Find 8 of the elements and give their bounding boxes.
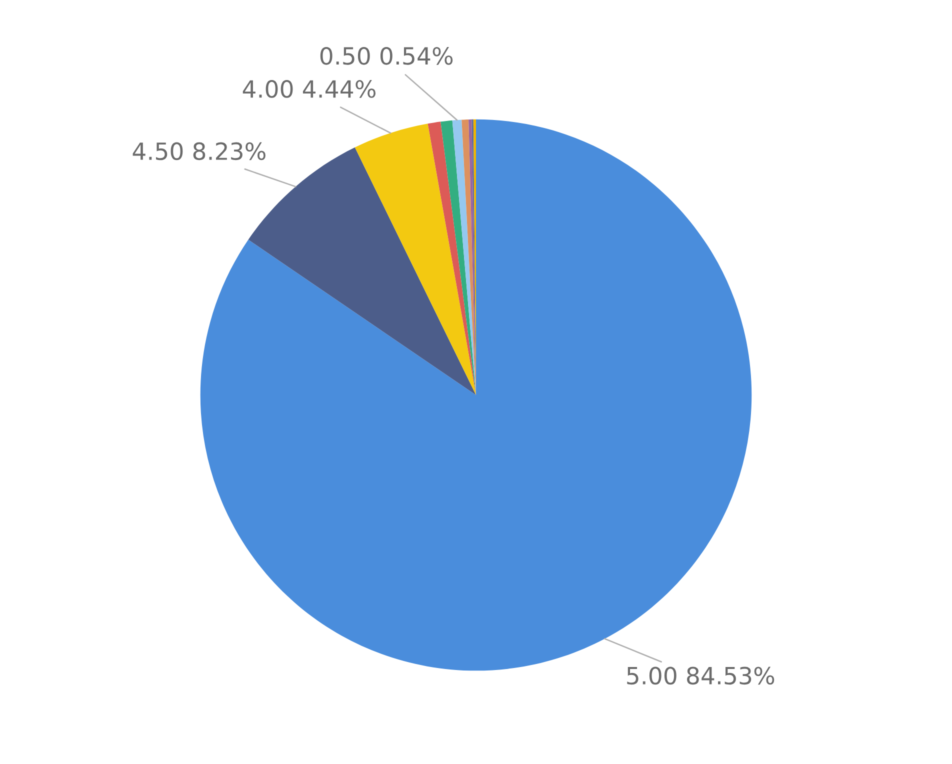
slice-label: 4.00 4.44% — [242, 80, 376, 98]
pie-slice — [354, 124, 476, 396]
slice-label: 0.50 0.54% — [320, 46, 453, 65]
slice-label: 5.00 84.53% — [627, 666, 774, 685]
pie-slice — [452, 120, 476, 396]
pie-slice — [428, 122, 476, 396]
slice-label: 4.50 8.23% — [132, 142, 266, 160]
pie-slice — [440, 120, 476, 396]
